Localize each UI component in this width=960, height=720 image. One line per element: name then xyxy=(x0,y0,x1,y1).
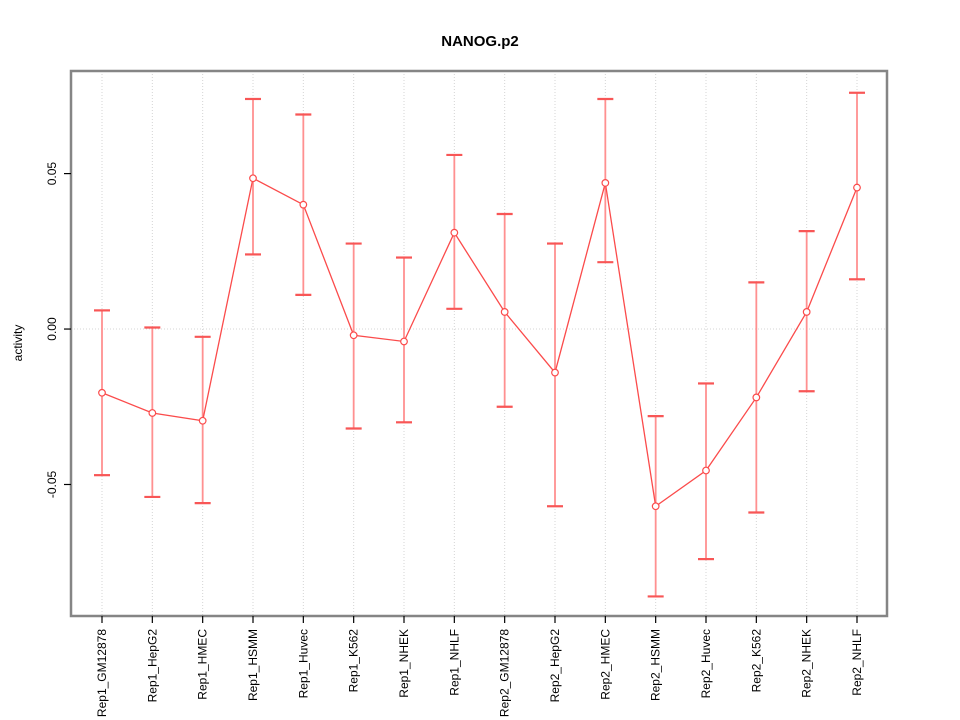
chart-layers: 0.05 0.00 -0.05 Rep1_GM12878 Rep1_HepG2 Rep1_… xyxy=(45,69,889,717)
series-line xyxy=(101,177,858,508)
x-tick-label: Rep1_K562 xyxy=(347,629,361,693)
y-tick-label: -0.05 xyxy=(45,470,59,498)
x-tick-label: Rep1_HSMM xyxy=(246,629,260,701)
x-tick-label: Rep1_NHEK xyxy=(397,629,411,698)
x-tick-label: Rep2_Huvec xyxy=(699,629,713,698)
data-point xyxy=(400,337,408,346)
x-tick-label: Rep1_Huvec xyxy=(296,629,310,698)
data-point xyxy=(601,179,610,187)
x-tick-label: Rep2_GM12878 xyxy=(498,629,512,717)
data-point xyxy=(249,174,257,183)
data-point xyxy=(198,416,207,425)
x-tick-label: Rep1_HMEC xyxy=(196,629,210,700)
data-point xyxy=(651,502,660,511)
x-tick-label: Rep1_NHLF xyxy=(447,629,461,696)
x-tick-label: Rep2_HSMM xyxy=(649,629,663,701)
data-point xyxy=(299,200,308,209)
y-tick-label: 0.00 xyxy=(45,317,59,341)
data-point xyxy=(98,388,106,397)
data-point xyxy=(450,228,459,237)
data-point xyxy=(702,466,710,475)
x-tick-label: Rep2_NHLF xyxy=(850,629,864,696)
y-axis-label: activity xyxy=(11,325,25,362)
y-tick-label: 0.05 xyxy=(45,162,59,186)
chart-title: NANOG.p2 xyxy=(441,33,519,50)
x-tick-label: Rep2_K562 xyxy=(749,629,763,693)
data-point xyxy=(551,368,559,377)
x-tick-label: Rep2_NHEK xyxy=(800,629,814,698)
data-point xyxy=(148,409,157,417)
x-tick-label: Rep1_GM12878 xyxy=(95,629,109,717)
data-point xyxy=(500,308,509,316)
x-tick-label: Rep1_HepG2 xyxy=(145,629,159,703)
x-tick-label: Rep2_HMEC xyxy=(598,629,612,700)
data-point xyxy=(349,331,358,340)
plot-border xyxy=(69,69,889,618)
data-point xyxy=(802,308,811,316)
data-point xyxy=(752,393,761,402)
x-tick-label: Rep2_HepG2 xyxy=(548,629,562,703)
data-point xyxy=(853,183,861,192)
